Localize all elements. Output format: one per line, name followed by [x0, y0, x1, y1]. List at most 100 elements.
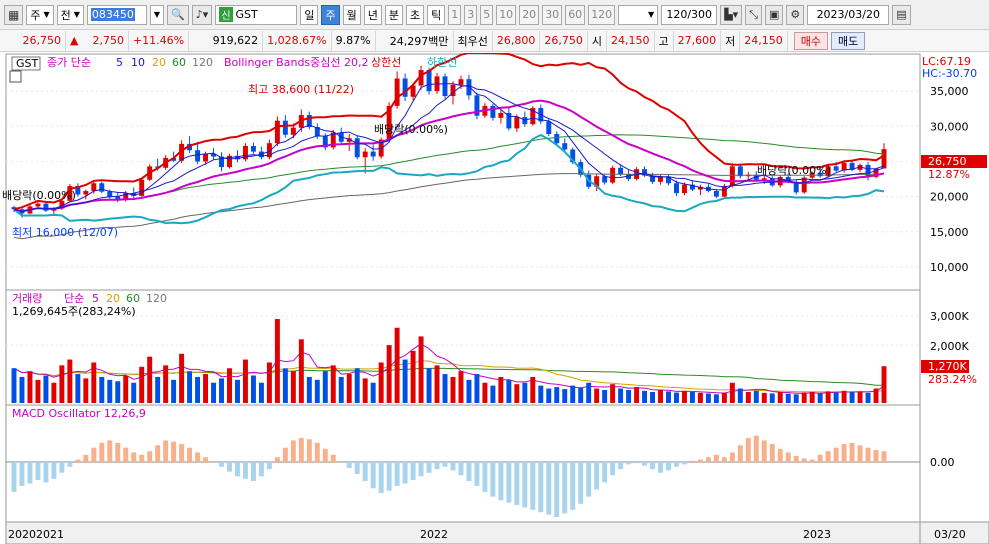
candle-body [594, 176, 600, 187]
candle-body [681, 184, 687, 194]
candle-body [841, 162, 847, 171]
volume-bar [626, 389, 632, 403]
volume-bar [235, 379, 240, 403]
volume-bar [266, 362, 272, 403]
macd-bar [171, 441, 177, 462]
interval-10[interactable]: 10 [496, 4, 517, 25]
crosshair-icon[interactable]: ⤡ [745, 4, 762, 25]
macd-bar [498, 462, 504, 501]
bollinger-lower-line [13, 133, 885, 225]
candle-body [346, 138, 352, 142]
candle-body [825, 166, 831, 177]
interval-60[interactable]: 60 [565, 4, 586, 25]
data-count-field[interactable]: 120/300 [661, 4, 718, 25]
tab-minute[interactable]: 분 [384, 4, 403, 25]
stock-code-input[interactable]: 083450 [86, 4, 147, 25]
volume-bar [554, 387, 560, 403]
save-icon[interactable]: ▣ [764, 4, 784, 25]
code-dropdown-button[interactable]: ▼ [149, 4, 165, 25]
macd-bar [242, 462, 248, 479]
interval-30[interactable]: 30 [542, 4, 563, 25]
volume-last-tag [921, 360, 969, 373]
volume-last-value: 1,269,645주(283,24%) [12, 305, 136, 318]
volume-bar [402, 359, 408, 403]
last-price-pct: 12.87% [928, 168, 970, 181]
interval-1[interactable]: 1 [448, 4, 462, 25]
buy-button[interactable]: 매수 [793, 31, 829, 50]
chart-kind-select[interactable]: 전 ▼ [56, 4, 84, 25]
candle-body [91, 183, 97, 191]
price-pane[interactable] [5, 53, 921, 291]
macd-bar [721, 457, 727, 462]
time-label-2021: 2021 [36, 528, 64, 541]
macd-bar [745, 438, 751, 462]
volume-bar [650, 392, 656, 403]
calendar-icon[interactable]: ▤ [892, 4, 911, 25]
tab-period-month[interactable]: 월 [342, 4, 361, 25]
macd-bar [753, 435, 759, 462]
macd-bar [131, 452, 137, 462]
volume-bar [729, 382, 735, 403]
ma5-line [13, 83, 885, 212]
volume-bar [378, 362, 384, 403]
stock-chart[interactable]: GST 종가 단순 5 10 20 60 120 Bollinger Bands… [0, 53, 989, 544]
macd-bar [258, 462, 264, 477]
volume-bar [769, 393, 775, 403]
tab-tick[interactable]: 틱 [427, 4, 446, 25]
volume-bar [546, 388, 552, 403]
macd-bar [107, 440, 113, 462]
macd-bar [705, 457, 711, 462]
macd-bar [250, 462, 256, 482]
dividend-annotation-2: 배당락(0.00%) [374, 123, 448, 136]
low-label: 저 [721, 30, 741, 51]
volume-bar [195, 376, 201, 403]
sell-button[interactable]: 매도 [831, 31, 866, 50]
volume-last-pct: 283.24% [928, 373, 977, 386]
volume-bar [11, 368, 17, 403]
ticker-tag[interactable] [11, 56, 41, 71]
candle-body [139, 179, 145, 196]
last-price-tag [921, 155, 987, 168]
macd-bar [785, 452, 791, 462]
candle-body [506, 112, 512, 129]
macd-bar [538, 462, 544, 513]
sin-badge: 신 [219, 7, 233, 22]
chart-tools-icon[interactable]: ▙▾ [720, 4, 743, 25]
interval-5[interactable]: 5 [480, 4, 494, 25]
interval-3[interactable]: 3 [464, 4, 478, 25]
period-mode-select[interactable]: 주 ▼ [26, 4, 54, 25]
macd-bar [362, 462, 368, 482]
volume-bar [115, 381, 121, 403]
candle-body [59, 200, 65, 209]
candle-body [314, 127, 320, 137]
interval-120[interactable]: 120 [588, 4, 616, 25]
macd-bar [618, 462, 624, 470]
date-input[interactable]: 2023/03/20 [807, 4, 890, 25]
gear-icon[interactable]: ⚙ [786, 4, 805, 25]
tab-period-year[interactable]: 년 [363, 4, 382, 25]
volume-bar [586, 382, 592, 403]
macd-bar [378, 462, 384, 494]
custom-interval-input[interactable]: ▼ [618, 4, 659, 25]
stock-name-field[interactable]: 신 GST [215, 4, 298, 25]
volume-bar [849, 392, 855, 403]
search-icon[interactable]: 🔍 [167, 4, 189, 25]
macd-bar [506, 462, 512, 503]
volume-bar [91, 362, 97, 403]
tab-second[interactable]: 초 [405, 4, 425, 25]
candle-body [394, 78, 400, 106]
volume-bar [825, 391, 831, 403]
tab-period-day[interactable]: 일 [300, 4, 319, 25]
tab-period-week[interactable]: 주 [321, 4, 340, 25]
macd-bar [35, 462, 41, 480]
menu-grid-icon[interactable]: ▦ [4, 4, 24, 25]
interval-20[interactable]: 20 [519, 4, 540, 25]
macd-bar [482, 462, 488, 492]
volume-bar [538, 385, 544, 403]
macd-bar [634, 462, 640, 464]
macd-bar [290, 440, 296, 462]
speaker-icon[interactable]: ♪▾ [191, 4, 213, 25]
candle-body [362, 151, 368, 158]
grid-icon[interactable] [9, 70, 22, 83]
macd-bar [817, 454, 823, 462]
